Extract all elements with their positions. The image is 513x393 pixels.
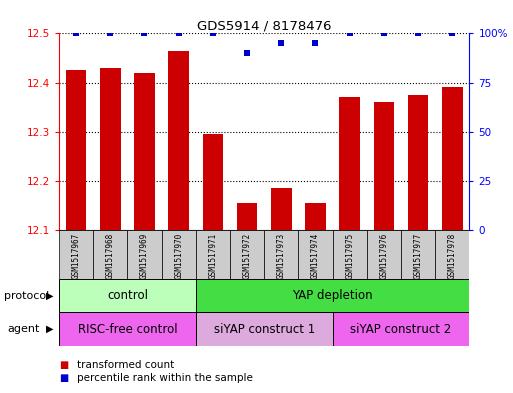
Bar bbox=[59, 279, 196, 312]
Text: control: control bbox=[107, 289, 148, 302]
Text: percentile rank within the sample: percentile rank within the sample bbox=[77, 373, 253, 384]
Point bbox=[174, 30, 183, 37]
Bar bbox=[196, 312, 332, 346]
Bar bbox=[237, 203, 258, 230]
Point bbox=[380, 30, 388, 37]
Bar bbox=[367, 230, 401, 279]
Bar bbox=[203, 134, 223, 230]
Point bbox=[311, 40, 320, 46]
Text: GSM1517971: GSM1517971 bbox=[208, 232, 218, 279]
Bar bbox=[162, 230, 196, 279]
Text: GSM1517978: GSM1517978 bbox=[448, 232, 457, 279]
Bar bbox=[93, 230, 127, 279]
Point bbox=[448, 30, 457, 37]
Text: GSM1517974: GSM1517974 bbox=[311, 232, 320, 279]
Point bbox=[414, 30, 422, 37]
Point bbox=[346, 30, 354, 37]
Bar bbox=[435, 230, 469, 279]
Text: protocol: protocol bbox=[4, 290, 49, 301]
Text: ▶: ▶ bbox=[46, 324, 54, 334]
Bar bbox=[401, 230, 435, 279]
Bar bbox=[100, 68, 121, 230]
Text: GSM1517972: GSM1517972 bbox=[243, 232, 251, 279]
Text: siYAP construct 1: siYAP construct 1 bbox=[213, 323, 315, 336]
Text: GSM1517973: GSM1517973 bbox=[277, 232, 286, 279]
Bar bbox=[134, 73, 155, 230]
Text: agent: agent bbox=[8, 324, 40, 334]
Text: GSM1517976: GSM1517976 bbox=[380, 232, 388, 279]
Bar bbox=[59, 230, 93, 279]
Bar bbox=[442, 87, 463, 230]
Point bbox=[243, 50, 251, 56]
Point bbox=[209, 30, 217, 37]
Text: GSM1517970: GSM1517970 bbox=[174, 232, 183, 279]
Bar bbox=[373, 102, 394, 230]
Point bbox=[72, 30, 80, 37]
Point bbox=[277, 40, 285, 46]
Bar bbox=[196, 230, 230, 279]
Bar bbox=[66, 70, 86, 230]
Point bbox=[106, 30, 114, 37]
Bar bbox=[332, 230, 367, 279]
Text: GSM1517967: GSM1517967 bbox=[72, 232, 81, 279]
Bar bbox=[332, 312, 469, 346]
Text: YAP depletion: YAP depletion bbox=[292, 289, 373, 302]
Text: ■: ■ bbox=[59, 373, 68, 384]
Bar bbox=[299, 230, 332, 279]
Title: GDS5914 / 8178476: GDS5914 / 8178476 bbox=[197, 19, 331, 32]
Bar bbox=[127, 230, 162, 279]
Text: transformed count: transformed count bbox=[77, 360, 174, 370]
Bar bbox=[340, 97, 360, 230]
Bar bbox=[59, 312, 196, 346]
Bar bbox=[196, 279, 469, 312]
Bar bbox=[305, 203, 326, 230]
Bar bbox=[264, 230, 299, 279]
Text: GSM1517968: GSM1517968 bbox=[106, 232, 115, 279]
Text: GSM1517977: GSM1517977 bbox=[413, 232, 423, 279]
Text: siYAP construct 2: siYAP construct 2 bbox=[350, 323, 451, 336]
Text: ■: ■ bbox=[59, 360, 68, 370]
Point bbox=[141, 30, 149, 37]
Bar bbox=[408, 95, 428, 230]
Text: GSM1517975: GSM1517975 bbox=[345, 232, 354, 279]
Text: ▶: ▶ bbox=[46, 290, 54, 301]
Bar bbox=[168, 51, 189, 230]
Text: GSM1517969: GSM1517969 bbox=[140, 232, 149, 279]
Text: RISC-free control: RISC-free control bbox=[77, 323, 177, 336]
Bar bbox=[271, 188, 291, 230]
Bar bbox=[230, 230, 264, 279]
